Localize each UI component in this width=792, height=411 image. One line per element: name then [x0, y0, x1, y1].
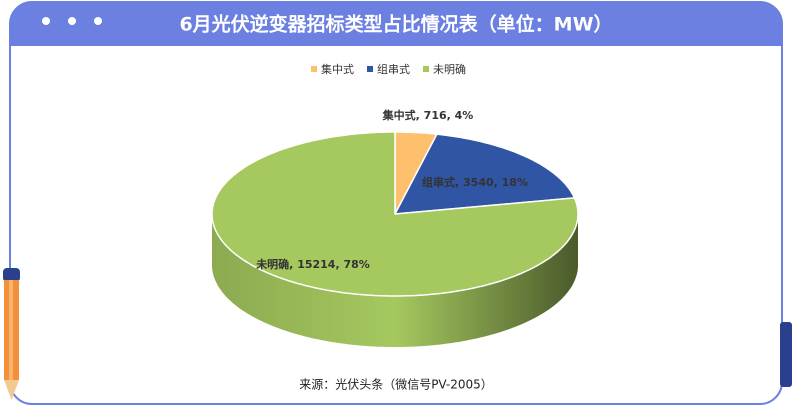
legend-swatch: [367, 66, 373, 72]
source: 来源：光伏头条（微信号PV-2005）: [299, 378, 493, 392]
data-label: 组串式, 3540, 18%: [422, 175, 528, 189]
tab-right: [780, 322, 792, 387]
pie-slice: [211, 131, 579, 297]
legend-label: 集中式: [321, 62, 354, 76]
data-label: 集中式, 716, 4%: [382, 108, 474, 122]
legend-label: 组串式: [377, 62, 410, 76]
pie-slice: [393, 133, 576, 215]
legend: 集中式 组串式 未明确: [311, 62, 466, 76]
legend-label: 未明确: [433, 63, 466, 76]
header-band: [10, 2, 782, 46]
data-label: 未明确, 15214, 78%: [255, 257, 370, 271]
dot: [68, 17, 76, 25]
dot: [94, 17, 102, 25]
pencil-left: [3, 268, 20, 400]
pie-side-shade: [212, 214, 578, 347]
dot: [42, 17, 50, 25]
chart-title: 6月光伏逆变器招标类型占比情况表（单位：MW）: [179, 13, 612, 36]
legend-swatch: [423, 66, 429, 72]
legend-swatch: [311, 66, 317, 72]
